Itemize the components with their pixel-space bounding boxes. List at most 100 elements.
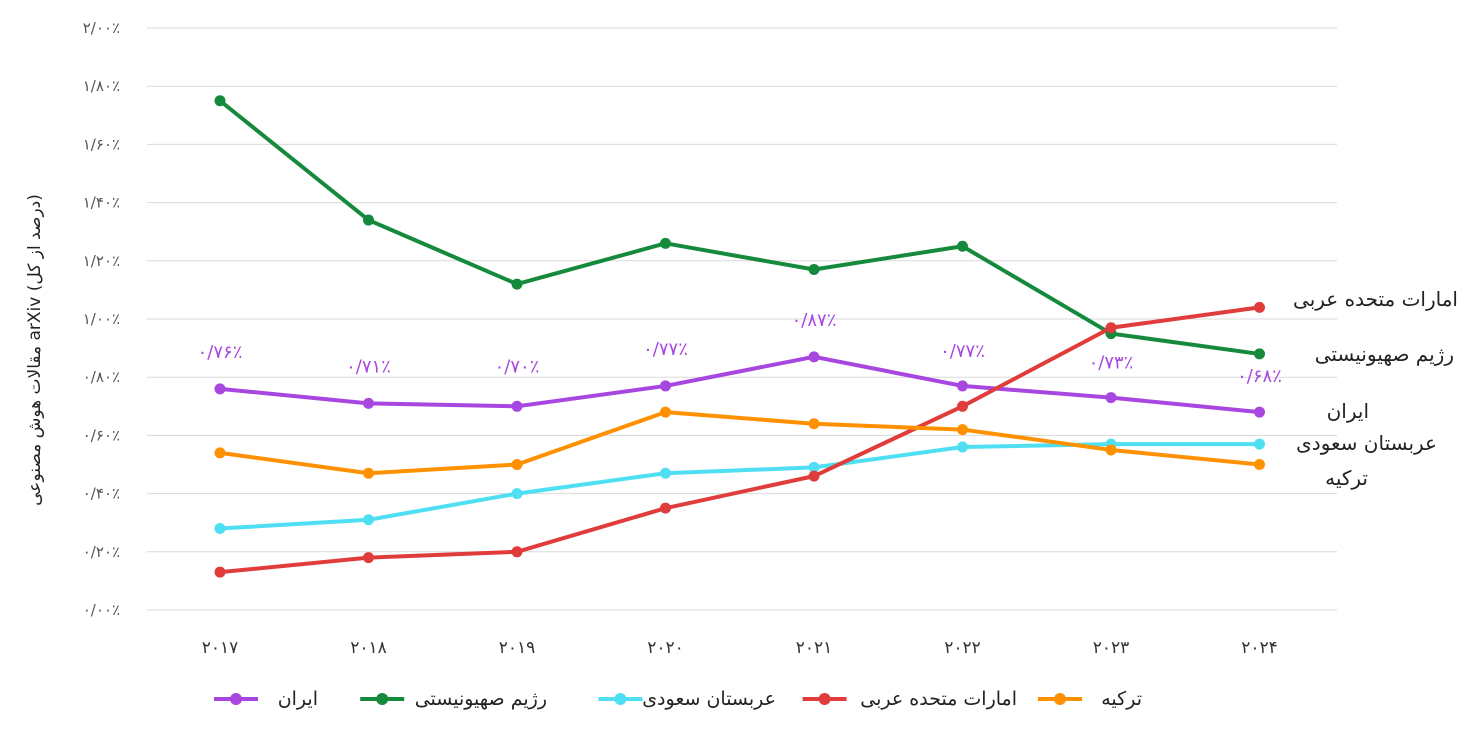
series-points: [214, 95, 1265, 578]
end-label: رژیم صهیونیستی: [1315, 342, 1454, 366]
data-label: ۰/۷۱٪: [346, 356, 391, 377]
x-tick-label: ۲۰۲۰: [647, 638, 684, 658]
x-tick-label: ۲۰۲۱: [796, 638, 833, 658]
data-point: [1254, 348, 1265, 360]
series-line: [218, 410, 1262, 476]
data-label: ۰/۷۳٪: [1089, 353, 1134, 374]
y-tick-label: ۱/۸۰٪: [83, 77, 120, 95]
x-tick-label: ۲۰۲۲: [944, 638, 981, 658]
data-point: [957, 424, 968, 436]
end-label: امارات متحده عربی: [1293, 287, 1458, 311]
y-tick-label: ۰/۲۰٪: [83, 543, 120, 561]
legend-marker: [614, 693, 627, 705]
data-point: [1105, 444, 1117, 456]
data-point: [363, 397, 374, 409]
data-point: [808, 461, 820, 473]
data-label: ۰/۶۸٪: [1237, 366, 1282, 387]
data-point: [808, 470, 820, 482]
end-label: عربستان سعودی: [1296, 431, 1437, 455]
legend-marker: [818, 693, 831, 705]
data-point: [214, 447, 226, 459]
data-point: [957, 380, 968, 392]
x-tick-label: ۲۰۱۷: [202, 638, 239, 658]
data-label: ۰/۷۶٪: [198, 342, 243, 363]
data-point: [1254, 406, 1265, 418]
legend-marker: [376, 693, 389, 705]
legend-label: رژیم صهیونیستی: [415, 688, 547, 710]
data-point: [1254, 459, 1265, 470]
series-line: [218, 354, 1262, 415]
data-point: [511, 278, 523, 290]
data-label: ۰/۷۷٪: [940, 341, 985, 362]
data-point: [363, 214, 374, 226]
x-tick-label: ۲۰۲۴: [1241, 638, 1278, 658]
data-point: [1105, 392, 1117, 404]
data-labels: ۰/۷۶٪ ۰/۷۱٪ ۰/۷۰٪ ۰/۷۷٪ ۰/۸۷٪ ۰/۷۷٪ ۰/۷۳٪ ۰/۶۸٪: [198, 310, 1282, 387]
data-point: [660, 406, 671, 418]
x-tick-label: ۲۰۱۹: [499, 638, 536, 658]
data-point: [1105, 322, 1117, 334]
data-point: [660, 380, 671, 392]
end-labels: امارات متحده عربی رژیم صهیونیستی ایران عربس…: [1293, 287, 1458, 490]
grid-lines: [147, 27, 1337, 611]
series-line: [218, 305, 1262, 575]
y-tick-label: ۱/۰۰٪: [83, 310, 120, 328]
data-point: [957, 400, 968, 412]
x-tick-label: ۲۰۱۸: [350, 638, 387, 658]
data-label: ۰/۸۷٪: [792, 310, 837, 331]
legend-item: ترکیه: [1038, 688, 1142, 710]
data-point: [660, 467, 671, 479]
data-point: [214, 523, 226, 535]
x-tick-label: ۲۰۲۳: [1093, 638, 1130, 658]
data-point: [808, 264, 820, 276]
y-tick-label: ۰/۸۰٪: [83, 368, 120, 386]
legend-item: ایران: [214, 688, 318, 710]
legend-label: امارات متحده عربی: [860, 688, 1017, 710]
data-point: [214, 95, 226, 107]
data-point: [957, 240, 968, 252]
series-lines: [218, 98, 1262, 575]
y-tick-label: ۰/۴۰٪: [83, 485, 120, 503]
end-label: ترکیه: [1325, 466, 1368, 490]
legend-marker: [230, 693, 242, 705]
data-point: [214, 383, 226, 395]
y-axis-ticks: ۰/۰۰٪ ۰/۲۰٪ ۰/۴۰٪ ۰/۶۰٪ ۰/۸۰٪ ۱/۰۰٪ ۱/۲۰٪ ۱/۴۰٪…: [83, 19, 120, 619]
data-point: [363, 467, 374, 479]
data-point: [808, 351, 820, 363]
series-line: [218, 442, 1262, 531]
data-point: [957, 441, 968, 453]
data-point: [1254, 438, 1265, 450]
data-point: [363, 514, 374, 526]
data-label: ۰/۷۷٪: [643, 339, 688, 360]
series-line: [218, 98, 1262, 356]
data-point: [214, 566, 226, 578]
end-label: ایران: [1327, 399, 1369, 423]
data-point: [511, 459, 523, 470]
legend-marker: [1054, 693, 1066, 705]
data-point: [808, 418, 820, 430]
y-tick-label: ۱/۶۰٪: [83, 135, 120, 153]
data-point: [660, 502, 671, 514]
legend-label: عربستان سعودی: [642, 688, 776, 710]
legend-label: ترکیه: [1101, 688, 1142, 710]
data-point: [1254, 301, 1265, 313]
data-point: [660, 237, 671, 249]
y-axis-label: مقالات هوش مصنوعی arXiv (درصد از کل): [25, 194, 45, 506]
data-label: ۰/۷۰٪: [495, 356, 540, 377]
legend-label: ایران: [278, 688, 318, 710]
legend: ایران رژیم صهیونیستی عربستان سعودی امارات م…: [214, 688, 1142, 710]
y-tick-label: ۰/۰۰٪: [83, 601, 120, 619]
data-point: [511, 488, 523, 500]
legend-item: رژیم صهیونیستی: [360, 688, 547, 710]
y-tick-label: ۱/۲۰٪: [83, 252, 120, 270]
legend-item: عربستان سعودی: [598, 688, 776, 710]
y-tick-label: ۱/۴۰٪: [83, 194, 120, 212]
data-point: [511, 546, 523, 558]
data-point: [363, 552, 374, 564]
legend-item: امارات متحده عربی: [802, 688, 1017, 710]
data-point: [511, 400, 523, 412]
y-tick-label: ۰/۶۰٪: [83, 426, 120, 444]
y-tick-label: ۲/۰۰٪: [83, 19, 120, 37]
x-axis-ticks: ۲۰۱۷ ۲۰۱۸ ۲۰۱۹ ۲۰۲۰ ۲۰۲۱ ۲۰۲۲ ۲۰۲۳ ۲۰۲۴: [202, 638, 1278, 658]
